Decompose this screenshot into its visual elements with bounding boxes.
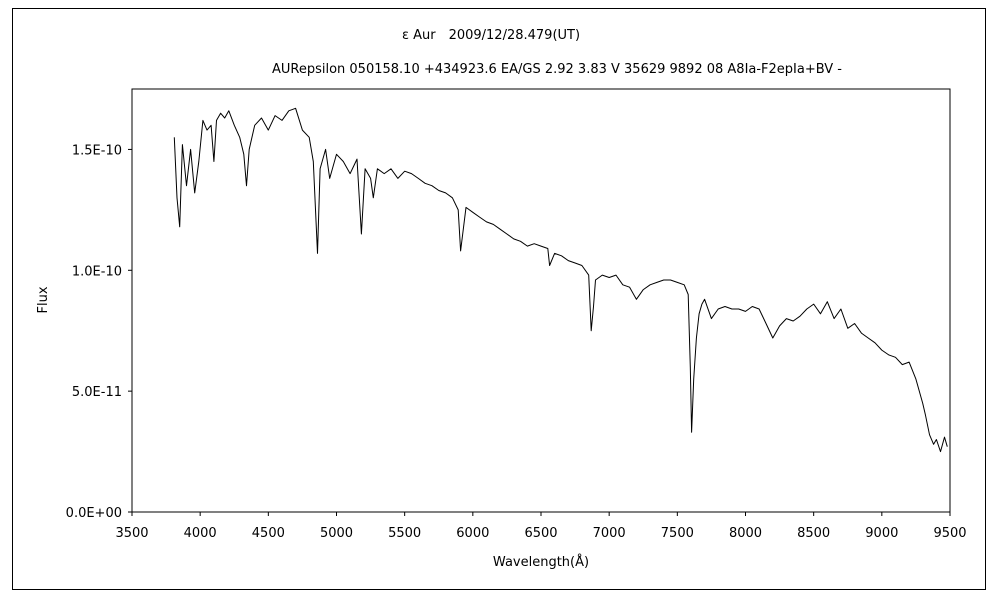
x-tick-label: 6000 [456,526,489,541]
y-tick-label: 1.0E-10 [72,264,122,279]
y-axis-ticks: 0.0E+00 5.0E-11 1.0E-10 1.5E-10 [66,143,132,521]
chart-title: ε Aur 2009/12/28.479(UT) [402,28,580,43]
plot-area [131,88,951,513]
x-tick-label: 7000 [593,526,626,541]
x-tick-label: 4000 [184,526,217,541]
x-tick-label: 4500 [252,526,285,541]
x-axis-ticks: 3500 4000 4500 5000 5500 6000 6500 7000 7500 8000… [115,512,967,541]
spectrum-chart: ε Aur 2009/12/28.479(UT) AURepsilon 0501… [36,28,967,570]
spectrum-line [173,107,948,453]
x-tick-label: 8000 [729,526,762,541]
y-axis-label: Flux [36,286,51,313]
x-tick-label: 5000 [320,526,353,541]
x-tick-label: 9500 [933,526,966,541]
x-tick-label: 8500 [797,526,830,541]
x-axis-label: Wavelength(Å) [493,554,589,570]
y-tick-label: 5.0E-11 [72,385,122,400]
x-tick-label: 6500 [524,526,557,541]
chart-frame: ε Aur 2009/12/28.479(UT) AURepsilon 0501… [12,8,986,590]
y-tick-label: 1.5E-10 [72,143,122,158]
x-tick-label: 9000 [865,526,898,541]
x-tick-label: 3500 [115,526,148,541]
y-tick-label: 0.0E+00 [66,506,122,521]
x-tick-label: 7500 [661,526,694,541]
series-layer [173,107,948,453]
chart-subtitle: AURepsilon 050158.10 +434923.6 EA/GS 2.9… [272,62,842,77]
x-tick-label: 5500 [388,526,421,541]
